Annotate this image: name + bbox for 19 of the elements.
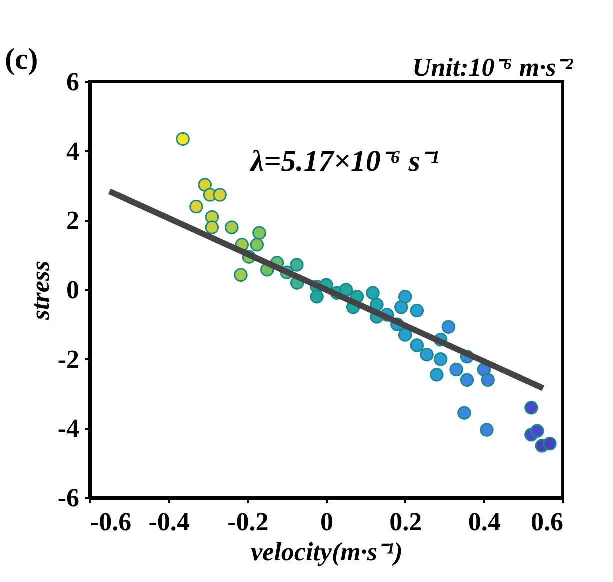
x-tick-label: 0.4	[468, 508, 501, 536]
y-tick-label: -4	[58, 414, 80, 444]
x-tick-label: -0.6	[90, 508, 132, 536]
y-tick-label: -6	[58, 484, 80, 512]
text: (c)	[5, 43, 38, 76]
x-tick-label: -0.2	[228, 508, 269, 536]
y-tick-label: 6	[66, 68, 80, 96]
y-tick-label: 2	[66, 206, 80, 236]
annotation: λ=5.17×10⁻⁶ s⁻¹	[248, 145, 440, 178]
x-tick-label: 0	[320, 508, 334, 536]
x-axis-title: velocity(m·s⁻¹)	[251, 538, 403, 566]
x-tick-label: 0.2	[390, 508, 422, 536]
x-tick-label: -0.4	[148, 508, 190, 536]
y-tick-label: -2	[58, 344, 80, 374]
y-axis-title: stress	[26, 260, 55, 322]
text: Unit:10⁻⁶ m·s⁻²	[412, 53, 574, 82]
x-tick-label: 0.6	[531, 508, 564, 536]
y-tick-label: 0	[66, 276, 80, 304]
y-tick-label: 4	[66, 136, 80, 166]
